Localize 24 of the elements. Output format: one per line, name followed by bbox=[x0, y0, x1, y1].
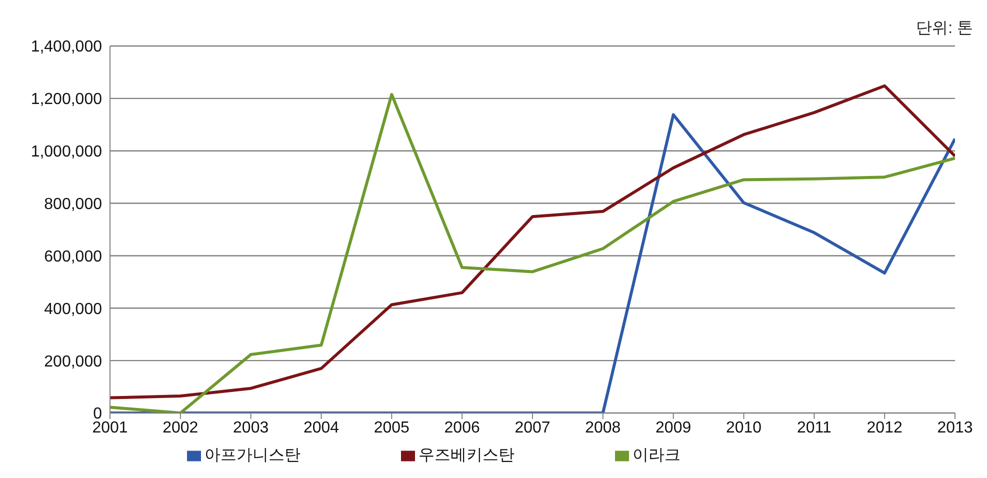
x-tick-label: 2008 bbox=[585, 419, 621, 436]
x-tick-label: 2009 bbox=[656, 419, 692, 436]
x-tick-label: 2013 bbox=[937, 419, 973, 436]
legend-label: 아프가니스탄 bbox=[204, 447, 300, 464]
text: 단위: 톤 bbox=[916, 19, 973, 39]
y-tick-label: 1,000,000 bbox=[30, 144, 102, 161]
x-tick-label: 2001 bbox=[92, 419, 128, 436]
legend-label: 이라크 bbox=[632, 447, 680, 464]
y-tick-label: 400,000 bbox=[44, 300, 102, 318]
y-tick-label: 1,200,000 bbox=[30, 91, 102, 108]
y-tick-label: 200,000 bbox=[44, 353, 102, 370]
x-tick-label: 2007 bbox=[514, 419, 550, 436]
x-tick-label: 2006 bbox=[444, 419, 480, 436]
x-tick-label: 2011 bbox=[796, 419, 832, 436]
x-tick-label: 2002 bbox=[162, 419, 198, 436]
legend-label: 우즈베키스탄 bbox=[418, 447, 514, 464]
x-tick-label: 2010 bbox=[726, 419, 762, 436]
x-tick-label: 2003 bbox=[233, 419, 269, 436]
y-tick-label: 800,000 bbox=[44, 196, 102, 213]
y-tick-label: 600,000 bbox=[44, 248, 102, 266]
x-tick-label: 2005 bbox=[374, 419, 410, 436]
x-tick-label: 2004 bbox=[303, 419, 340, 436]
y-tick-label: 1,400,000 bbox=[30, 38, 102, 56]
x-tick-label: 2012 bbox=[866, 419, 902, 436]
